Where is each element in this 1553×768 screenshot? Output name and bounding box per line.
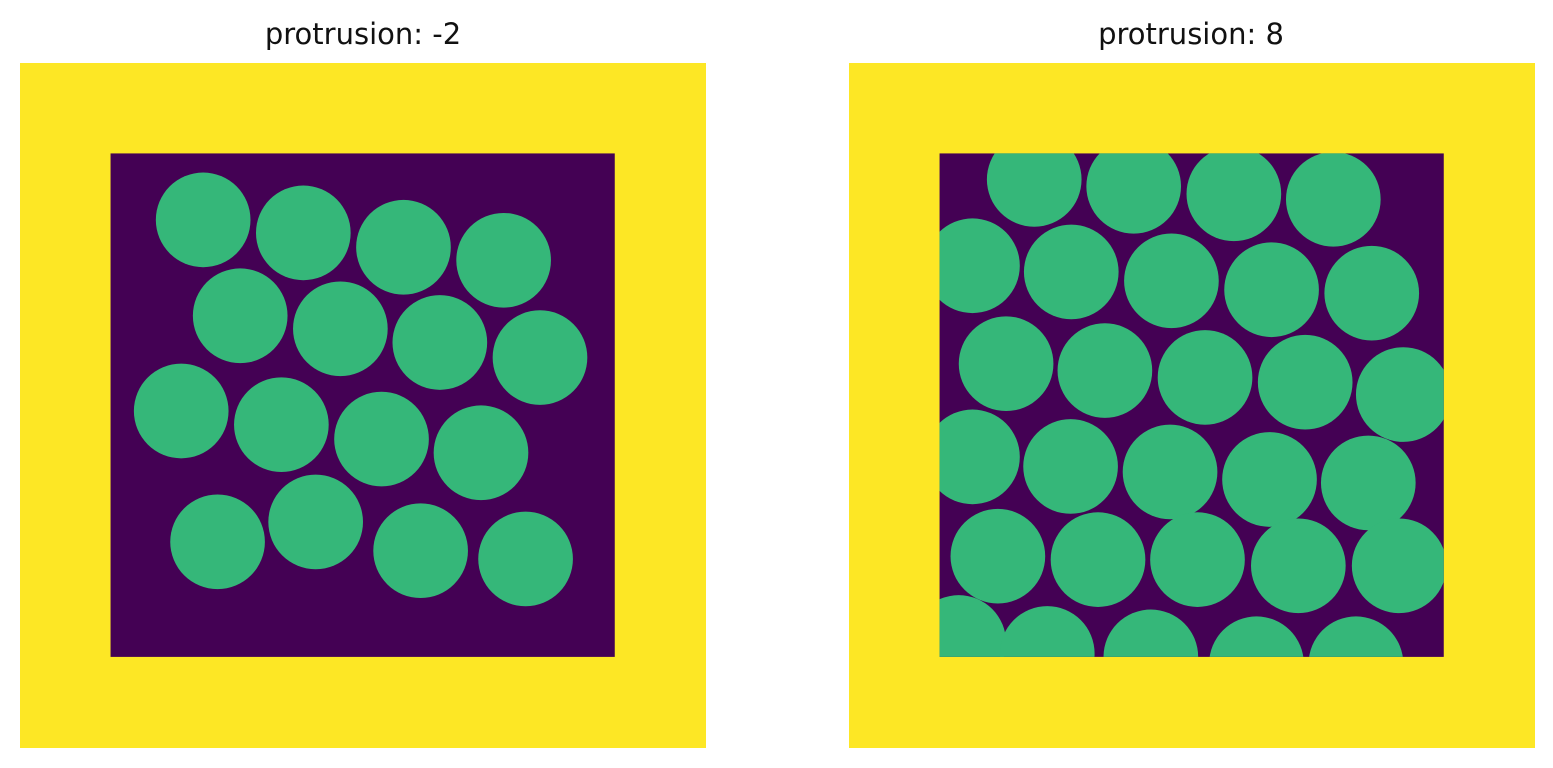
particle [1057, 323, 1153, 418]
particle [1324, 245, 1420, 341]
panel-title: protrusion: 8 [1098, 17, 1284, 51]
particle [1222, 432, 1317, 527]
particle [1157, 330, 1253, 425]
particle [255, 185, 351, 281]
particle [1257, 334, 1353, 430]
particle [1250, 518, 1346, 614]
particle [293, 281, 388, 377]
particle [1150, 512, 1245, 607]
particle [1050, 512, 1146, 607]
particle [268, 474, 363, 570]
particles-group [939, 153, 1444, 657]
particle [356, 199, 451, 295]
particle [1285, 153, 1381, 247]
panel-protrusion-minus-2: protrusion: -2 [0, 0, 726, 768]
particle [392, 295, 488, 390]
particle [234, 377, 329, 473]
particle [999, 606, 1095, 657]
particle [1309, 616, 1403, 657]
particle [986, 153, 1082, 227]
particle [1086, 153, 1182, 234]
particle [1209, 616, 1304, 657]
particle [334, 391, 429, 487]
panel-title: protrusion: -2 [264, 17, 462, 51]
particle [478, 511, 573, 607]
panel-protrusion-8: protrusion: 8 [829, 0, 1553, 768]
particle [456, 212, 551, 308]
particle [939, 218, 1020, 314]
particle [1124, 233, 1219, 329]
particle [939, 595, 1007, 657]
particle [1122, 424, 1218, 520]
particle [1103, 609, 1199, 657]
particle [939, 409, 1020, 505]
particle [950, 508, 1046, 604]
particle [155, 172, 251, 268]
particle [958, 316, 1054, 412]
particle [1023, 419, 1118, 514]
particle-image [20, 63, 706, 748]
particle [373, 503, 468, 599]
particle [1023, 224, 1119, 320]
particle [170, 494, 265, 590]
particle [433, 405, 529, 501]
particle [1351, 518, 1444, 614]
particle [1186, 153, 1282, 242]
particle [1355, 347, 1444, 442]
particle [192, 268, 288, 364]
particle [492, 310, 588, 405]
particle-image [849, 63, 1535, 748]
particle [1224, 242, 1319, 338]
particle [1320, 435, 1416, 531]
particles-group [133, 172, 588, 607]
particle [133, 363, 229, 459]
